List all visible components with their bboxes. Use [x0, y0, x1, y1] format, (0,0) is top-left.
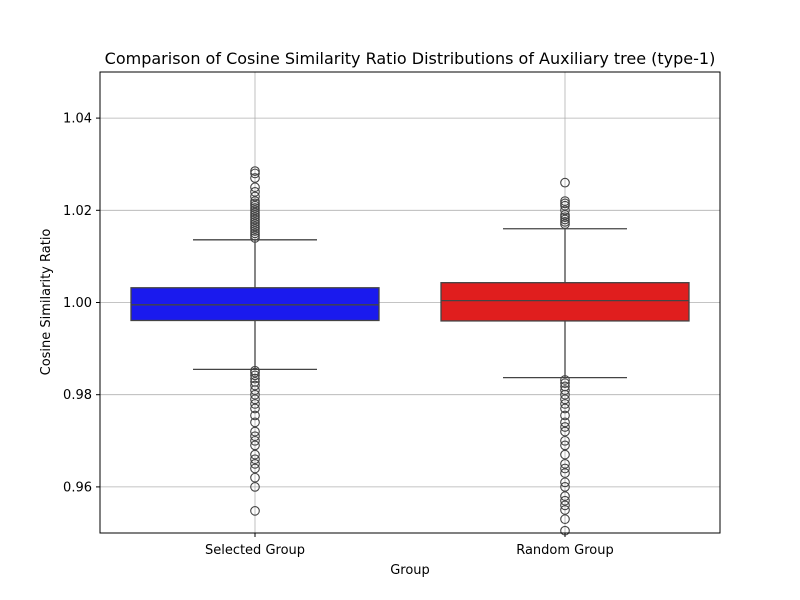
outlier-point — [250, 203, 260, 213]
outlier-point — [560, 210, 570, 220]
outlier-point — [250, 463, 260, 474]
outlier-point — [250, 233, 260, 243]
outlier-point — [560, 177, 570, 188]
outlier-point — [560, 422, 570, 432]
iqr-box — [440, 282, 690, 322]
y-tick-label: 1.04 — [63, 112, 92, 127]
outlier-point — [560, 389, 570, 400]
outlier-point — [250, 173, 260, 183]
outlier-point — [560, 200, 570, 211]
outlier-point — [250, 435, 260, 446]
outlier-point — [560, 399, 570, 409]
outlier-point — [560, 198, 570, 209]
outlier-point — [560, 205, 570, 216]
outlier-point — [250, 207, 260, 218]
outlier-point — [250, 449, 260, 460]
y-axis-label: Cosine Similarity Ratio — [39, 229, 54, 376]
outlier-point — [250, 210, 260, 220]
outlier-point — [250, 426, 260, 437]
outlier-point — [560, 514, 570, 525]
outlier-point — [250, 394, 260, 405]
outlier-point — [560, 500, 570, 511]
box-selected-group — [130, 166, 380, 516]
outlier-point — [560, 459, 570, 469]
y-axis-ticks: 0.96 0.98 1.00 1.02 1.04 — [63, 112, 100, 495]
iqr-box — [130, 287, 380, 322]
outlier-point — [250, 380, 260, 391]
outlier-point — [250, 367, 260, 378]
x-axis-ticks: Selected Group Random Group — [205, 533, 614, 558]
y-tick-label: 1.00 — [63, 296, 92, 311]
outlier-point — [250, 454, 260, 465]
outlier-point — [250, 205, 260, 216]
outlier-point — [560, 435, 570, 446]
outlier-point — [250, 410, 260, 421]
outlier-point — [250, 417, 260, 428]
outlier-point — [560, 477, 570, 488]
outlier-point — [560, 482, 570, 492]
outlier-point — [560, 219, 570, 229]
outlier-point — [250, 403, 260, 414]
outlier-point — [250, 482, 260, 492]
outlier-point — [250, 219, 260, 229]
outlier-point — [250, 226, 260, 236]
outlier-point — [560, 463, 570, 474]
outlier-point — [560, 410, 570, 421]
outlier-point — [250, 459, 260, 469]
outlier-point — [250, 191, 260, 202]
outlier-point — [560, 495, 570, 506]
outlier-point — [560, 449, 570, 460]
outlier-point — [250, 214, 260, 225]
outlier-point — [250, 200, 260, 211]
outlier-point — [560, 426, 570, 437]
outlier-point — [250, 198, 260, 209]
outlier-point — [250, 399, 260, 409]
outlier-point — [560, 216, 570, 227]
outlier-point — [250, 166, 260, 176]
box-random-group — [440, 177, 690, 536]
outlier-point — [250, 187, 260, 197]
outlier-point — [250, 196, 260, 206]
outlier-point — [250, 216, 260, 227]
outlier-point — [560, 214, 570, 225]
outlier-point — [560, 417, 570, 428]
outlier-point — [250, 373, 260, 384]
outlier-point — [250, 230, 260, 241]
outlier-point — [560, 212, 570, 223]
outlier-point — [250, 431, 260, 442]
outlier-point — [560, 491, 570, 501]
x-tick-label: Random Group — [516, 543, 614, 558]
outlier-point — [250, 182, 260, 193]
outlier-point — [250, 212, 260, 223]
y-tick-label: 1.02 — [63, 204, 92, 219]
outlier-point — [250, 472, 260, 483]
outlier-point — [250, 440, 260, 451]
outlier-point — [560, 403, 570, 414]
outlier-point — [250, 223, 260, 234]
chart-title: Comparison of Cosine Similarity Ratio Di… — [105, 49, 716, 68]
outlier-point — [560, 378, 570, 389]
x-axis-label: Group — [390, 563, 430, 578]
outlier-point — [560, 440, 570, 451]
outlier-point — [250, 506, 260, 516]
boxes — [130, 166, 690, 536]
outlier-point — [250, 370, 260, 381]
outlier-point — [250, 385, 260, 395]
y-tick-label: 0.98 — [63, 388, 92, 403]
outlier-point — [560, 385, 570, 395]
outlier-point — [560, 375, 570, 385]
outlier-point — [250, 168, 260, 179]
outlier-point — [250, 228, 260, 239]
outlier-point — [250, 389, 260, 400]
outlier-point — [560, 196, 570, 206]
y-tick-label: 0.96 — [63, 480, 92, 495]
x-tick-label: Selected Group — [205, 543, 305, 558]
outlier-point — [560, 468, 570, 478]
outlier-point — [560, 394, 570, 405]
outlier-point — [560, 505, 570, 515]
outlier-point — [250, 221, 260, 232]
